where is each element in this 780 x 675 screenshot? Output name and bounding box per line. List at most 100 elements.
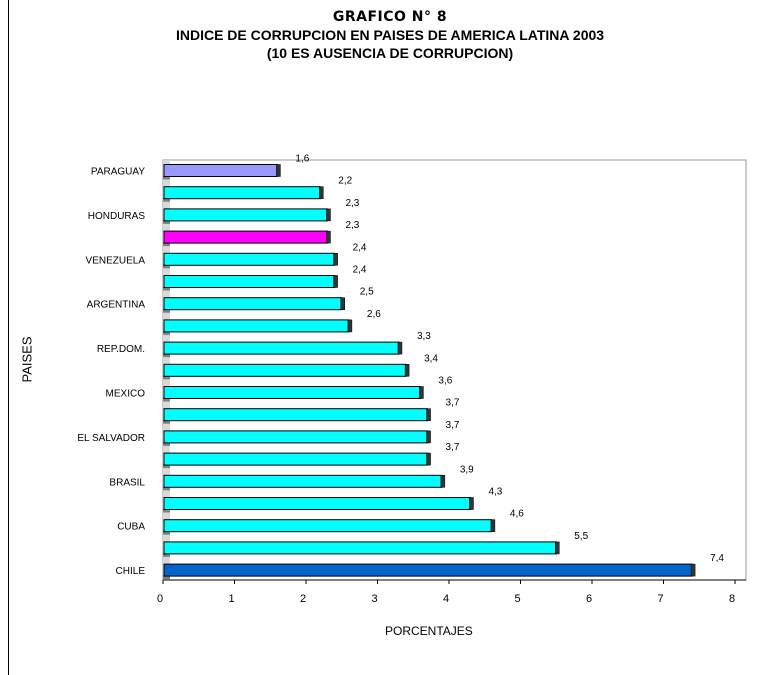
bar-cap-17 xyxy=(555,541,560,555)
bar-cap-15 xyxy=(469,497,474,510)
bar-floor-4 xyxy=(163,264,170,269)
bar-value-label-7: 2,6 xyxy=(367,309,381,320)
bar-value-label-15: 4,3 xyxy=(488,487,502,498)
bar-floor-9 xyxy=(163,375,170,380)
bar-value-label-18: 7,4 xyxy=(710,553,724,564)
x-tick-label-2: 2 xyxy=(300,593,306,605)
category-label-12: EL SALVADOR xyxy=(77,433,145,444)
bar-floor-15 xyxy=(163,508,170,513)
bar-value-label-8: 3,3 xyxy=(417,331,431,342)
bar-10 xyxy=(163,386,421,399)
bar-0 xyxy=(163,164,278,177)
x-tick-label-5: 5 xyxy=(514,593,520,605)
category-label-6: ARGENTINA xyxy=(87,300,146,311)
bar-cap-6 xyxy=(340,297,345,310)
x-tick-label-3: 3 xyxy=(371,593,377,605)
bar-5 xyxy=(163,275,336,288)
bar-cap-12 xyxy=(426,430,431,444)
category-label-0: PARAGUAY xyxy=(91,167,145,178)
chart-figure-number: GRAFICO N° 8 xyxy=(332,9,448,25)
bar-floor-13 xyxy=(163,464,170,469)
bar-value-label-14: 3,9 xyxy=(460,464,474,475)
bar-cap-4 xyxy=(333,253,338,266)
bar-value-label-12: 3,7 xyxy=(446,420,460,431)
bar-value-label-10: 3,6 xyxy=(438,376,452,387)
bar-value-label-9: 3,4 xyxy=(424,353,438,364)
bar-cap-10 xyxy=(419,386,424,399)
bar-8 xyxy=(163,341,400,355)
bar-15 xyxy=(163,497,471,510)
bar-floor-1 xyxy=(163,197,170,202)
bar-floor-6 xyxy=(163,308,170,313)
bar-floor-14 xyxy=(163,486,170,491)
bar-cap-11 xyxy=(426,408,431,421)
y-axis-title: PAISES xyxy=(19,336,35,383)
bar-value-label-4: 2,4 xyxy=(353,242,367,253)
x-tick-label-7: 7 xyxy=(657,593,663,605)
bar-floor-17 xyxy=(163,552,170,557)
bar-cap-9 xyxy=(404,364,410,377)
bar-17 xyxy=(163,541,557,555)
x-tick-label-8: 8 xyxy=(729,593,735,605)
bar-2 xyxy=(163,208,328,222)
bar-value-label-1: 2,2 xyxy=(338,176,352,187)
bar-value-label-2: 2,3 xyxy=(345,198,359,209)
bar-18 xyxy=(163,563,693,577)
chart-subtitle: (10 ES AUSENCIA DE CORRUPCION) xyxy=(266,45,514,61)
bar-cap-14 xyxy=(440,475,446,488)
bar-cap-13 xyxy=(426,452,431,466)
x-tick-label-6: 6 xyxy=(586,593,592,605)
bar-floor-3 xyxy=(163,242,170,247)
bar-floor-7 xyxy=(163,330,170,335)
bar-12 xyxy=(163,430,429,444)
bar-floor-0 xyxy=(163,175,170,180)
bar-13 xyxy=(163,452,429,466)
bar-floor-11 xyxy=(163,419,170,424)
bar-cap-2 xyxy=(326,208,331,222)
bar-floor-8 xyxy=(163,353,170,358)
bar-cap-16 xyxy=(490,519,496,532)
category-label-18: CHILE xyxy=(116,566,146,577)
bar-cap-1 xyxy=(319,186,324,199)
chart-title: INDICE DE CORRUPCION EN PAISES DE AMERIC… xyxy=(175,27,605,43)
x-tick-label-0: 0 xyxy=(157,593,163,605)
x-tick-label-4: 4 xyxy=(443,593,449,605)
category-label-4: VENEZUELA xyxy=(86,255,146,266)
bar-value-label-3: 2,3 xyxy=(345,220,359,231)
x-axis-title: PORCENTAJES xyxy=(385,624,473,638)
bar-value-label-13: 3,7 xyxy=(446,442,460,453)
bar-3 xyxy=(163,230,328,244)
category-label-8: REP.DOM. xyxy=(97,344,145,355)
bar-1 xyxy=(163,186,321,200)
bar-cap-18 xyxy=(690,563,696,577)
category-label-2: HONDURAS xyxy=(88,211,146,222)
bar-floor-10 xyxy=(163,397,170,402)
bar-cap-3 xyxy=(326,230,331,244)
bar-14 xyxy=(163,474,443,488)
bar-cap-7 xyxy=(347,319,353,333)
bar-cap-0 xyxy=(276,164,281,177)
bar-value-label-6: 2,5 xyxy=(360,287,374,298)
bar-11 xyxy=(163,408,429,422)
bar-value-label-17: 5,5 xyxy=(574,531,588,542)
bar-floor-16 xyxy=(163,530,170,535)
bar-value-label-11: 3,7 xyxy=(446,398,460,409)
bar-cap-5 xyxy=(333,275,338,288)
bar-4 xyxy=(163,252,336,266)
category-label-14: BRASIL xyxy=(109,477,145,488)
bar-6 xyxy=(163,297,343,311)
chart-title-block: GRAFICO N° 8 INDICE DE CORRUPCION EN PAI… xyxy=(0,8,780,62)
bar-floor-18 xyxy=(163,575,170,580)
bar-value-label-5: 2,4 xyxy=(353,265,367,276)
bar-floor-5 xyxy=(163,286,170,291)
bar-value-label-16: 4,6 xyxy=(510,509,524,520)
bar-16 xyxy=(163,519,493,533)
bar-9 xyxy=(163,363,407,377)
page-frame-line xyxy=(8,0,9,675)
x-tick-label-1: 1 xyxy=(228,593,234,605)
bar-floor-2 xyxy=(163,219,170,224)
bar-floor-12 xyxy=(163,441,170,446)
category-label-10: MEXICO xyxy=(106,389,146,400)
bar-7 xyxy=(163,319,350,333)
